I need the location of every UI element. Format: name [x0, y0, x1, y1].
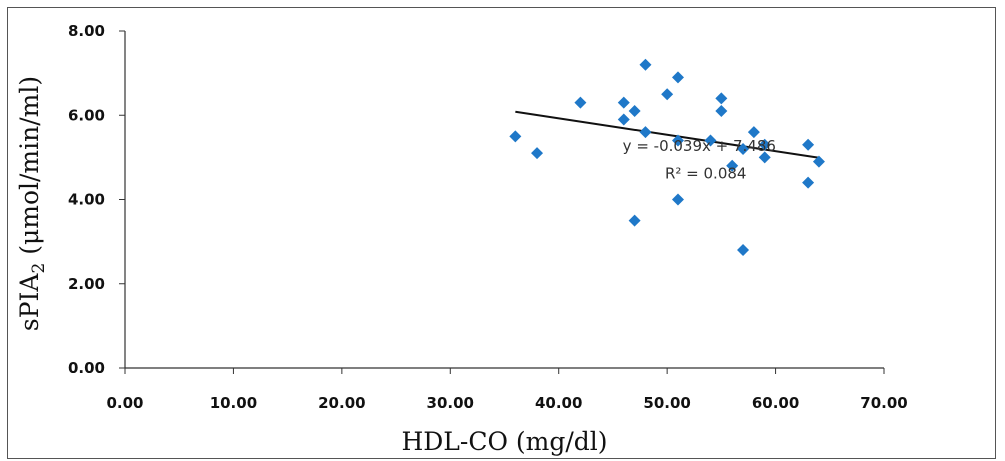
y-tick-label: 6.00 [68, 106, 105, 124]
data-points [509, 58, 825, 257]
x-tick-label: 10.00 [210, 394, 257, 412]
x-tick-label: 40.00 [535, 394, 582, 412]
data-point [802, 138, 815, 151]
x-tick-group: 0.00 10.00 20.00 30.00 40.00 50.00 60.00 70.00 [106, 368, 908, 412]
data-point [671, 193, 684, 206]
data-point [531, 147, 544, 160]
r-squared-label: R² = 0.084 [665, 164, 746, 182]
x-tick-label: 20.00 [318, 394, 365, 412]
data-point [747, 126, 760, 139]
data-point [628, 105, 641, 118]
data-point [639, 126, 652, 139]
trendline [515, 110, 820, 159]
data-point [671, 71, 684, 84]
y-tick-label: 0.00 [68, 359, 105, 377]
y-tick-label: 2.00 [68, 275, 105, 293]
data-point [639, 58, 652, 71]
y-axis-title-main: sPIA [15, 273, 44, 332]
y-axis-title-unit: (μmol/min/ml) [15, 76, 44, 263]
data-point [628, 214, 641, 227]
axes [124, 31, 884, 369]
data-point [671, 134, 684, 147]
data-point [574, 96, 587, 109]
data-point [758, 151, 771, 164]
data-point [704, 134, 717, 147]
data-point [758, 138, 771, 151]
y-axis-title-subscript: 2 [29, 263, 49, 274]
y-tick-label: 8.00 [68, 22, 105, 40]
data-point [509, 130, 522, 143]
x-tick-label: 60.00 [752, 394, 799, 412]
data-point [617, 113, 630, 126]
y-tick-label: 4.00 [68, 191, 105, 209]
x-tick-label: 50.00 [643, 394, 690, 412]
x-axis-title: HDL-CO (mg/dl) [401, 427, 607, 456]
data-point [617, 96, 630, 109]
data-point [737, 244, 750, 257]
x-tick-label: 0.00 [106, 394, 143, 412]
data-point [715, 92, 728, 105]
x-tick-label: 30.00 [427, 394, 474, 412]
x-tick-label: 70.00 [860, 394, 907, 412]
data-point [737, 142, 750, 155]
y-axis-title: sPIA2 (μmol/min/ml) [15, 76, 49, 331]
y-tick-group: 0.00 2.00 4.00 6.00 8.00 [68, 22, 125, 377]
data-point [812, 155, 825, 168]
data-point [802, 176, 815, 189]
chart-frame [7, 7, 996, 459]
data-point [661, 88, 674, 101]
data-point [715, 105, 728, 118]
trendline-equation: y = -0.039x + 7.486 [623, 137, 776, 155]
data-point [726, 159, 739, 172]
